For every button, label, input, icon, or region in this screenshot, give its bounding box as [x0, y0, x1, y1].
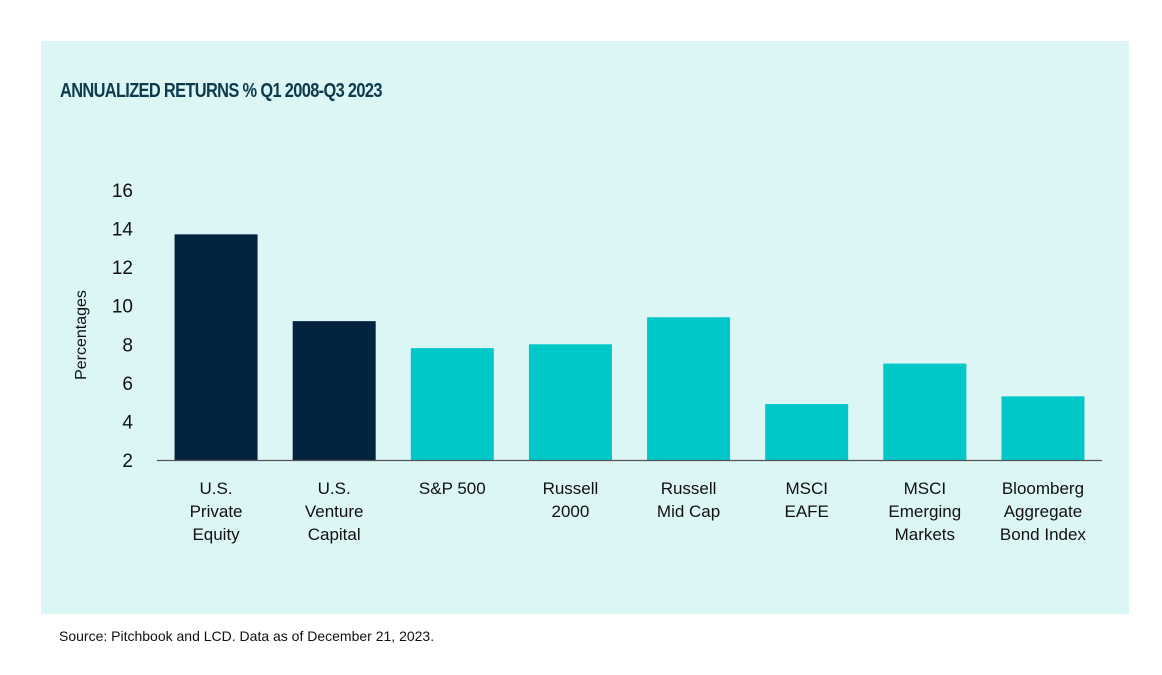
category-label: MSCI Emerging Markets [888, 479, 961, 544]
bars [174, 234, 1085, 460]
category-label: S&P 500 [419, 479, 486, 498]
bar [292, 321, 376, 460]
y-axis-ticks: 2 4 6 8 10 12 14 16 [112, 181, 134, 472]
bar [410, 348, 494, 460]
y-tick-label: 8 [122, 335, 133, 356]
bar [1001, 396, 1085, 460]
bar [883, 363, 967, 460]
category-label: Bloomberg Aggregate Bond Index [1000, 479, 1087, 544]
y-tick-label: 6 [122, 374, 133, 395]
category-label: Russell Mid Cap [657, 479, 720, 521]
category-labels: U.S. Private Equity U.S. Venture Capital S&P 5… [190, 479, 1087, 544]
chart-title: ANNUALIZED RETURNS % Q1 2008-Q3 2023 [60, 80, 382, 102]
bar [528, 344, 612, 460]
y-tick-label: 2 [122, 451, 133, 472]
y-tick-label: 14 [112, 220, 134, 241]
y-tick-label: 16 [112, 181, 133, 202]
y-tick-label: 4 [122, 412, 133, 433]
bar [647, 317, 731, 460]
bar [174, 234, 258, 460]
bar [765, 404, 849, 460]
source-note: Source: Pitchbook and LCD. Data as of De… [59, 628, 435, 644]
category-label: Russell 2000 [543, 479, 599, 521]
category-label: U.S. Private Equity [190, 479, 243, 544]
category-label: MSCI EAFE [784, 479, 828, 521]
y-tick-label: 10 [112, 297, 133, 318]
y-tick-label: 12 [112, 258, 133, 279]
category-label: U.S. Venture Capital [305, 479, 364, 544]
y-axis-label: Percentages [73, 290, 90, 380]
